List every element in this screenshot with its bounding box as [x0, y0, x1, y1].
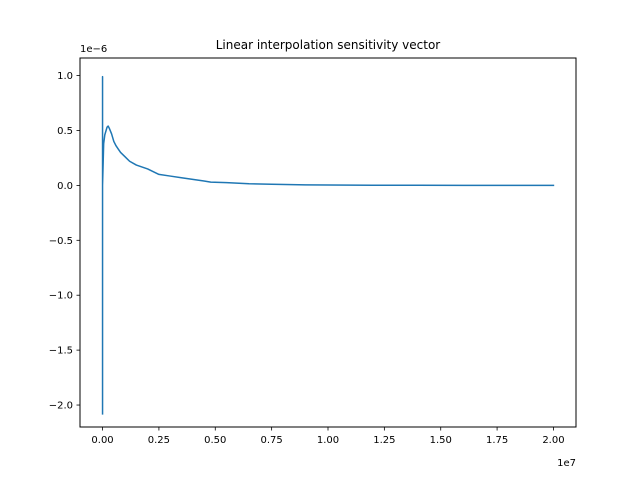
x-tick-label: 0.50 — [204, 435, 226, 446]
x-tick-label: 0.75 — [261, 435, 283, 446]
x-tick-label: 1.75 — [486, 435, 508, 446]
x-tick-label: 2.00 — [542, 435, 564, 446]
y-offset-label: 1e−6 — [80, 44, 107, 55]
x-tick-label: 1.25 — [373, 435, 395, 446]
x-tick-label: 0.25 — [148, 435, 170, 446]
y-tick-label: −0.5 — [49, 236, 73, 247]
y-tick-label: 0.5 — [57, 126, 73, 137]
x-tick-label: 1.00 — [317, 435, 339, 446]
x-tick-label: 0.00 — [91, 435, 113, 446]
series-line-0 — [101, 75, 555, 415]
y-tick-label: −1.5 — [49, 346, 73, 357]
x-offset-label: 1e7 — [557, 458, 576, 469]
y-axis: −2.0 −1.5 −1.0 −0.5 0.0 0.5 1.0 — [49, 71, 80, 412]
x-axis: 0.00 0.25 0.50 0.75 1.00 1.25 1.50 1.75 2.00 — [91, 427, 565, 446]
y-tick-label: −1.0 — [49, 291, 73, 302]
plot-area — [101, 75, 555, 415]
y-tick-label: 1.0 — [57, 71, 73, 82]
y-tick-label: −2.0 — [49, 401, 73, 412]
chart-title: Linear interpolation sensitivity vector — [216, 38, 441, 52]
x-tick-label: 1.50 — [430, 435, 452, 446]
y-tick-label: 0.0 — [57, 181, 73, 192]
